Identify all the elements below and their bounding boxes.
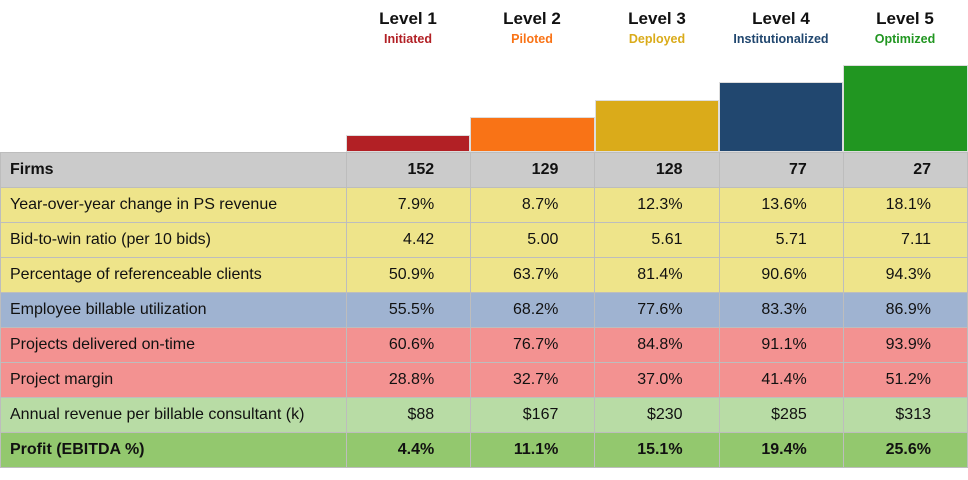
cell-value: 77 — [718, 152, 844, 188]
row-label: Firms — [0, 152, 347, 188]
cell-value: 91.1% — [718, 327, 844, 363]
table-row: Profit (EBITDA %) 4.4% 11.1% 15.1% 19.4% 25.6… — [0, 432, 968, 468]
level-header: Level 2 Piloted — [470, 8, 594, 48]
cell-value: 76.7% — [470, 327, 596, 363]
cell-value: 27 — [842, 152, 968, 188]
cell-value: 32.7% — [470, 362, 596, 398]
level-stage: Institutionalized — [733, 32, 829, 46]
cell-value: 81.4% — [594, 257, 720, 293]
row-label: Employee billable utilization — [0, 292, 347, 328]
cell-value: 5.00 — [470, 222, 596, 258]
table-row: Annual revenue per billable consultant (… — [0, 397, 968, 433]
cell-value: $285 — [718, 397, 844, 433]
level-bar — [470, 117, 595, 152]
level-name: Level 5 — [876, 9, 934, 28]
cell-value: 11.1% — [470, 432, 596, 468]
table-row: Bid-to-win ratio (per 10 bids) 4.42 5.00 5.… — [0, 222, 968, 258]
cell-value: 93.9% — [842, 327, 968, 363]
cell-value: $313 — [842, 397, 968, 433]
level-name: Level 1 — [379, 9, 437, 28]
level-name: Level 4 — [752, 9, 810, 28]
cell-value: 5.71 — [718, 222, 844, 258]
cell-value: 55.5% — [345, 292, 472, 328]
cell-value: 60.6% — [345, 327, 472, 363]
cell-value: 152 — [345, 152, 472, 188]
row-label: Percentage of referenceable clients — [0, 257, 347, 293]
cell-value: 4.4% — [345, 432, 472, 468]
level-header: Level 5 Optimized — [843, 8, 967, 48]
level-bar — [346, 134, 470, 152]
cell-value: 129 — [470, 152, 596, 188]
row-label: Year-over-year change in PS revenue — [0, 187, 347, 223]
cell-value: 19.4% — [718, 432, 844, 468]
table-row: Projects delivered on-time 60.6% 76.7% 84.8… — [0, 327, 968, 363]
cell-value: 28.8% — [345, 362, 472, 398]
level-name: Level 2 — [503, 9, 561, 28]
cell-value: 41.4% — [718, 362, 844, 398]
level-stage: Initiated — [384, 32, 432, 46]
cell-value: 5.61 — [594, 222, 720, 258]
level-header: Level 4 Institutionalized — [719, 8, 843, 48]
cell-value: 18.1% — [842, 187, 968, 223]
cell-value: 51.2% — [842, 362, 968, 398]
cell-value: 4.42 — [345, 222, 472, 258]
cell-value: 7.11 — [842, 222, 968, 258]
cell-value: 94.3% — [842, 257, 968, 293]
table-row: Employee billable utilization 55.5% 68.2% 7… — [0, 292, 968, 328]
cell-value: 8.7% — [470, 187, 596, 223]
cell-value: 7.9% — [345, 187, 472, 223]
table-row: Year-over-year change in PS revenue 7.9% 8… — [0, 187, 968, 223]
level-bar — [595, 99, 719, 152]
level-header: Level 3 Deployed — [595, 8, 719, 48]
cell-value: 83.3% — [718, 292, 844, 328]
row-label: Projects delivered on-time — [0, 327, 347, 363]
metrics-table: Firms 152 129 128 77 27 Year-over-year change … — [0, 152, 968, 468]
cell-value: $167 — [470, 397, 596, 433]
cell-value: 13.6% — [718, 187, 844, 223]
cell-value: 90.6% — [718, 257, 844, 293]
level-bar — [843, 64, 968, 152]
level-stage: Deployed — [628, 32, 686, 46]
cell-value: 68.2% — [470, 292, 596, 328]
cell-value: 63.7% — [470, 257, 596, 293]
cell-value: 84.8% — [594, 327, 720, 363]
level-name: Level 3 — [628, 9, 686, 28]
level-stage: Optimized — [874, 32, 936, 46]
cell-value: 12.3% — [594, 187, 720, 223]
cell-value: 37.0% — [594, 362, 720, 398]
row-label: Annual revenue per billable consultant (… — [0, 397, 347, 433]
cell-value: $230 — [594, 397, 720, 433]
table-row: Firms 152 129 128 77 27 — [0, 152, 968, 188]
cell-value: 86.9% — [842, 292, 968, 328]
table-row: Project margin 28.8% 32.7% 37.0% 41.4% 51.2% — [0, 362, 968, 398]
cell-value: 50.9% — [345, 257, 472, 293]
row-label: Project margin — [0, 362, 347, 398]
table-row: Percentage of referenceable clients 50.9%… — [0, 257, 968, 293]
cell-value: 15.1% — [594, 432, 720, 468]
level-bar — [719, 82, 843, 152]
row-label: Bid-to-win ratio (per 10 bids) — [0, 222, 347, 258]
level-stage: Piloted — [511, 32, 553, 46]
row-label: Profit (EBITDA %) — [0, 432, 347, 468]
cell-value: 77.6% — [594, 292, 720, 328]
level-header: Level 1 Initiated — [346, 8, 470, 48]
cell-value: 128 — [594, 152, 720, 188]
cell-value: $88 — [345, 397, 472, 433]
cell-value: 25.6% — [842, 432, 968, 468]
